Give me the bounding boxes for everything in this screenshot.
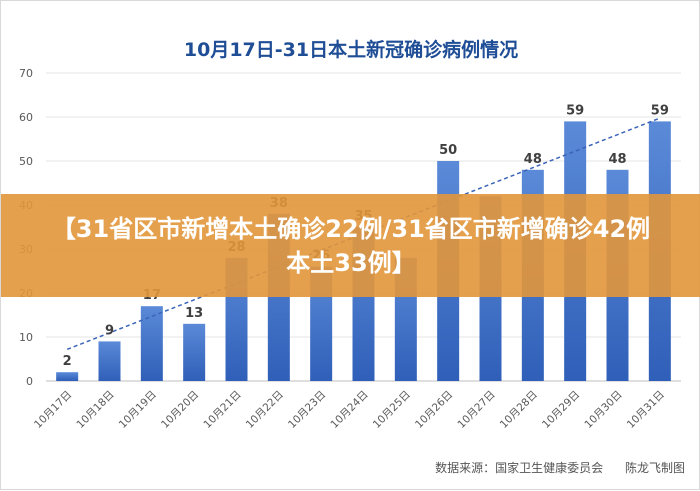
x-tick-label: 10月19日	[117, 389, 159, 431]
x-tick-label: 10月23日	[286, 389, 328, 431]
x-tick-label: 10月28日	[498, 389, 540, 431]
x-tick-label: 10月21日	[201, 389, 243, 431]
x-tick-label: 10月29日	[540, 389, 582, 431]
x-tick-label: 10月25日	[371, 389, 413, 431]
data-label: 48	[608, 152, 626, 167]
y-tick-label: 10	[19, 331, 33, 344]
source-note: 数据来源：国家卫生健康委员会	[435, 461, 604, 475]
x-tick-label: 10月24日	[328, 389, 370, 431]
chart-title: 10月17日-31日本土新冠确诊病例情况	[183, 39, 519, 61]
x-tick-label: 10月27日	[455, 389, 497, 431]
x-tick-label: 10月22日	[244, 389, 286, 431]
data-label: 13	[185, 306, 203, 321]
data-label: 48	[524, 152, 542, 167]
x-tick-label: 10月30日	[582, 389, 624, 431]
y-tick-label: 0	[26, 375, 33, 388]
author-credit: 陈龙飞制图	[624, 461, 685, 475]
data-label: 9	[105, 323, 114, 338]
y-tick-label: 60	[19, 111, 33, 124]
data-label: 59	[651, 103, 669, 118]
data-label: 2	[63, 354, 72, 369]
x-tick-label: 10月18日	[74, 389, 116, 431]
bar	[56, 372, 79, 381]
x-tick-label: 10月31日	[625, 389, 667, 431]
chart-footer: 数据来源：国家卫生健康委员会 陈龙飞制图	[435, 459, 685, 476]
y-tick-label: 50	[19, 155, 33, 168]
x-tick-label: 10月26日	[413, 389, 455, 431]
headline-text: 【31省区市新增本土确诊22例/31省区市新增确诊42例本土33例】	[51, 214, 651, 277]
data-label: 59	[566, 103, 584, 118]
bar	[183, 323, 206, 381]
x-tick-label: 10月20日	[159, 389, 201, 431]
y-tick-label: 70	[19, 67, 33, 80]
x-tick-label: 10月17日	[32, 389, 74, 431]
headline-banner: 【31省区市新增本土确诊22例/31省区市新增确诊42例本土33例】	[1, 194, 700, 297]
bar	[98, 341, 121, 381]
data-label: 50	[439, 143, 457, 158]
bar	[140, 306, 163, 381]
